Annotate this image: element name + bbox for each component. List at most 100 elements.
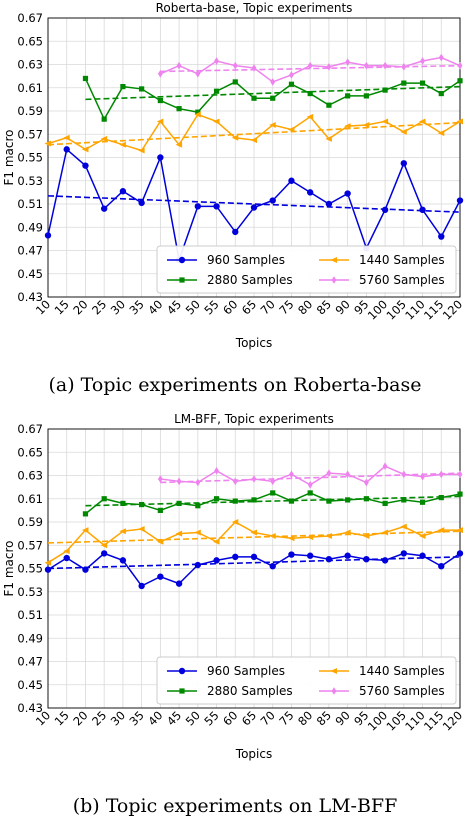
caption-b: (b) Topic experiments on LM-BFF [72, 795, 398, 817]
data-point [63, 134, 70, 141]
data-point [82, 162, 89, 169]
data-point [232, 79, 238, 85]
data-point [326, 102, 332, 108]
data-point [345, 470, 351, 479]
data-point [232, 553, 239, 561]
data-point [231, 134, 239, 141]
y-tick-label: 0.57 [17, 127, 43, 141]
x-tick-label: 30 [108, 297, 128, 317]
data-point [382, 87, 388, 93]
series-3 [157, 462, 463, 489]
data-point [457, 491, 463, 497]
trend-line [160, 472, 461, 484]
data-point [325, 532, 332, 539]
data-point [213, 203, 220, 210]
trend-line [47, 530, 461, 544]
x-tick-label: 20 [70, 297, 90, 317]
data-point [195, 478, 201, 487]
x-axis-label: Topics [235, 747, 272, 761]
x-tick-label: 45 [164, 708, 184, 728]
data-point [270, 490, 276, 496]
data-point [456, 527, 463, 534]
data-point [100, 550, 108, 557]
data-point [231, 519, 239, 525]
data-point [382, 500, 388, 506]
data-point [288, 498, 295, 504]
y-tick-label: 0.43 [17, 290, 43, 304]
figure-panel-b: LM-BFF, Topic experiments 0.43 0.45 0.47 0.4… [0, 411, 470, 822]
y-tick-label: 0.61 [17, 81, 43, 95]
data-point [306, 113, 314, 120]
x-tick-label: 120 [440, 708, 465, 733]
series-3 [157, 53, 463, 86]
x-tick-label: 60 [220, 297, 240, 317]
data-point [44, 232, 52, 239]
data-point [438, 470, 444, 479]
data-point [195, 503, 201, 509]
y-tick-label: 0.63 [17, 58, 43, 72]
data-point [157, 97, 163, 104]
data-point [270, 95, 276, 101]
data-point [400, 550, 408, 557]
data-point [269, 121, 276, 128]
data-point [44, 559, 51, 566]
x-tick-label: 40 [145, 708, 165, 728]
data-point [438, 494, 444, 501]
legend: 960 Samples 1440 Samples 2880 Samples 5760 … [156, 656, 457, 705]
x-tick-label: 90 [333, 297, 353, 317]
data-point [175, 580, 183, 587]
x-tick-label: 65 [239, 708, 259, 728]
data-point [345, 58, 351, 66]
y-tick-label: 0.47 [17, 244, 43, 258]
data-point [438, 233, 445, 240]
legend-marker [331, 687, 337, 695]
data-point [345, 93, 351, 99]
data-point [63, 146, 70, 153]
series-1 [82, 75, 463, 122]
data-point [100, 542, 108, 549]
x-tick-label: 80 [295, 297, 315, 317]
data-point [44, 140, 51, 147]
data-point [438, 562, 445, 570]
data-point [344, 190, 351, 197]
data-point [194, 561, 202, 569]
legend-marker [179, 688, 185, 694]
data-point [269, 197, 276, 204]
x-tick-label: 35 [127, 297, 147, 317]
data-point [138, 525, 145, 532]
y-tick-label: 0.45 [17, 678, 43, 692]
data-point [119, 141, 126, 148]
data-point [287, 126, 295, 133]
data-point [400, 128, 407, 135]
data-point [363, 93, 369, 99]
x-tick-label: 60 [220, 708, 240, 728]
data-point [232, 477, 238, 486]
data-point [307, 490, 313, 496]
series-2 [44, 519, 463, 566]
y-tick-label: 0.51 [17, 197, 43, 211]
data-point [438, 90, 444, 97]
y-tick-label: 0.57 [17, 538, 43, 552]
y-tick-label: 0.67 [17, 422, 43, 436]
legend-box [156, 245, 457, 294]
data-point [306, 552, 314, 559]
x-tick-label: 35 [127, 708, 147, 728]
data-point [119, 188, 127, 195]
data-point [138, 582, 145, 590]
legend-marker [330, 257, 337, 263]
data-point [250, 529, 257, 536]
data-point [419, 552, 426, 559]
data-point [250, 204, 258, 211]
data-point [325, 135, 332, 142]
data-point [288, 551, 295, 558]
data-point [420, 57, 425, 65]
series-1 [82, 490, 463, 517]
data-point [437, 130, 445, 137]
chart-title: Roberta-base, Topic experiments [156, 1, 353, 15]
data-point [419, 80, 426, 86]
data-point [139, 86, 145, 92]
legend-label: 960 Samples [207, 664, 285, 678]
data-point [457, 78, 463, 84]
x-tick-label: 15 [52, 708, 72, 728]
y-tick-label: 0.67 [17, 11, 43, 25]
